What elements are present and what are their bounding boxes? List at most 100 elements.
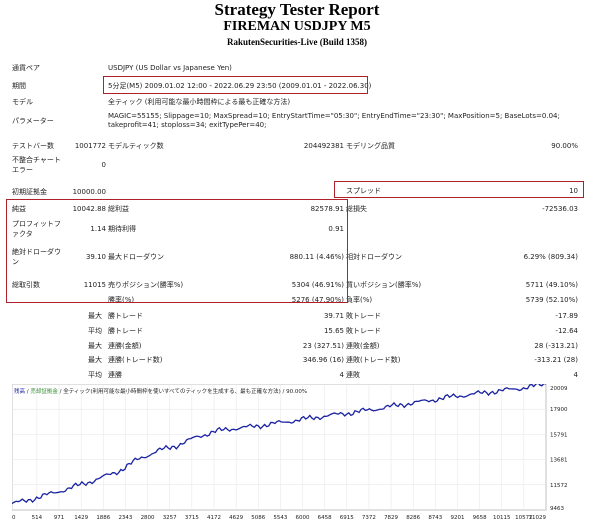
x-tick-label: 7829 [384, 515, 398, 521]
x-tick-label: 8743 [428, 515, 442, 521]
deposit-value: 10000.00 [72, 188, 106, 196]
max-win-label: 勝トレード [108, 312, 143, 320]
spread-value: 10 [569, 187, 578, 195]
total-trades-label: 総取引数 [12, 281, 40, 289]
max-cons-win-trades-prefix: 最大 [88, 356, 102, 364]
x-tick-label: 9658 [473, 515, 487, 521]
svg-text:残高 / 売却証拠金 / 全ティック(利用可能な最小時間枠を: 残高 / 売却証拠金 / 全ティック(利用可能な最小時間枠を使いすべてのティック… [14, 387, 307, 395]
expected-payoff-value: 0.91 [328, 225, 344, 233]
avg-cons-win-value: 4 [339, 371, 344, 379]
x-tick-label: 514 [32, 515, 43, 521]
max-win-value: 39.71 [323, 312, 344, 320]
x-tick-label: 5086 [251, 515, 265, 521]
mismatch-label-1: 不整合チャート [12, 156, 61, 164]
x-tick-label: 2343 [118, 515, 132, 521]
x-tick-label: 6915 [340, 515, 354, 521]
y-tick-label: 15791 [550, 432, 568, 438]
profit-factor-value: 1.14 [90, 225, 106, 233]
max-cons-win-value: 23 (327.51) [302, 342, 344, 350]
x-tick-label: 2800 [141, 515, 155, 521]
legend-lots: 売却証拠金 [30, 387, 58, 395]
avg-cons-loss-label: 連敗 [346, 371, 360, 379]
ticks-value: 204492381 [303, 142, 344, 150]
net-profit-label: 純益 [12, 205, 26, 213]
profit-factor-label-2: ァクタ [12, 230, 33, 238]
x-tick-label: 10572 [515, 515, 533, 521]
model-value: 全ティック (利用可能な最小時間枠による最も正確な方法) [108, 98, 291, 106]
max-cons-win-trades-value: 346.96 (16) [302, 356, 344, 364]
x-tick-label: 5543 [273, 515, 287, 521]
expected-payoff-label: 期待利得 [108, 225, 136, 233]
y-tick-label: 17900 [550, 407, 568, 413]
y-tick-label: 9463 [550, 506, 564, 512]
short-positions-label: 売りポジション(勝率%) [108, 281, 184, 289]
spread-label: スプレッド [346, 187, 381, 195]
x-tick-label: 971 [54, 515, 64, 521]
model-label: モデル [12, 98, 33, 106]
x-tick-label: 7372 [362, 515, 376, 521]
gross-profit-value: 82578.91 [310, 205, 344, 213]
x-tick-label: 4172 [207, 515, 221, 521]
max-loss-value: -17.89 [555, 312, 578, 320]
params-line2: takeprofit=41; stoploss=34; exitTypePer=… [108, 121, 267, 129]
avg-cons-win-prefix: 平均 [88, 371, 102, 379]
avg-loss-value: -12.64 [555, 327, 578, 335]
ticks-label: モデルティック数 [108, 142, 164, 150]
mismatch-value: 0 [101, 161, 106, 169]
pair-value: USDJPY (US Dollar vs Japanese Yen) [108, 64, 232, 72]
results-highlight-box [6, 199, 348, 303]
avg-win-value: 15.65 [323, 327, 344, 335]
x-tick-label: 6000 [296, 515, 310, 521]
deposit-label: 初期証拠金 [12, 188, 47, 196]
x-tick-label: 4629 [229, 515, 243, 521]
y-tick-label: 20009 [550, 386, 568, 392]
x-tick-label: 6458 [318, 515, 332, 521]
balance-series-line [12, 384, 546, 505]
mismatch-label-2: エラー [12, 166, 33, 174]
legend-separator: / [25, 389, 30, 395]
rel-drawdown-label: 相対ドローダウン [346, 253, 402, 261]
x-tick-label: 1429 [74, 515, 88, 521]
total-trades-value: 11015 [83, 281, 106, 289]
max-win-prefix: 最大 [88, 312, 102, 320]
legend-balance: 残高 [14, 387, 26, 395]
report-title: Strategy Tester Report [214, 0, 380, 19]
avg-win-prefix: 平均 [88, 327, 102, 335]
abs-drawdown-label-2: ン [12, 258, 19, 266]
max-cons-win-prefix: 最大 [88, 342, 102, 350]
report-build: RakutenSecurities-Live (Build 1358) [226, 37, 367, 47]
gross-loss-value: -72536.03 [542, 205, 578, 213]
win-pct-value: 5276 (47.90%) [291, 296, 344, 304]
max-cons-loss-trades-label: 連敗(トレード数) [346, 356, 401, 364]
max-loss-label: 敗トレード [346, 312, 381, 320]
x-tick-label: 9201 [450, 515, 464, 521]
gross-loss-label: 総損失 [346, 205, 367, 213]
max-cons-win-trades-label: 連勝(トレード数) [108, 356, 163, 364]
abs-drawdown-value: 39.10 [85, 253, 106, 261]
chart-plot-area [12, 384, 547, 511]
period-value: 5分足(M5) 2009.01.02 12:00 - 2022.06.29 23… [108, 82, 372, 90]
abs-drawdown-label-1: 絶対ドローダウ [12, 248, 61, 256]
x-tick-label: 3715 [185, 515, 199, 521]
period-label: 期間 [12, 82, 26, 90]
avg-win-label: 勝トレード [108, 327, 143, 335]
avg-cons-win-label: 連勝 [108, 371, 122, 379]
max-drawdown-label: 最大ドローダウン [108, 253, 164, 261]
max-cons-loss-value: 28 (-313.21) [534, 342, 578, 350]
quality-value: 90.00% [551, 142, 578, 150]
max-drawdown-value: 880.11 (4.46%) [289, 253, 344, 261]
pair-label: 通貨ペア [12, 64, 40, 72]
x-tick-label: 10115 [493, 515, 511, 521]
x-tick-label: 0 [12, 515, 16, 521]
params-label: パラメーター [12, 117, 54, 125]
x-tick-label: 1886 [96, 515, 110, 521]
x-tick-label: 11029 [529, 515, 547, 521]
x-tick-label: 3257 [163, 515, 177, 521]
net-profit-value: 10042.88 [72, 205, 106, 213]
max-cons-loss-trades-value: -313.21 (28) [534, 356, 578, 364]
gross-profit-label: 総利益 [108, 205, 129, 213]
x-tick-label: 8286 [406, 515, 420, 521]
rel-drawdown-value: 6.29% (809.34) [523, 253, 578, 261]
win-pct-label: 勝率(%) [108, 296, 135, 304]
quality-label: モデリング品質 [346, 142, 395, 150]
